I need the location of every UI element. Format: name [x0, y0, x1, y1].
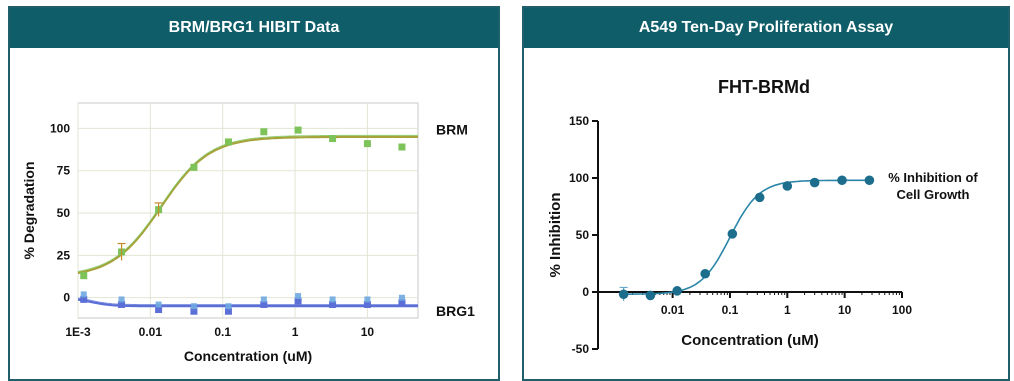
degradation-x-tick-label: 0.1	[214, 325, 231, 339]
degradation-point-replicate	[155, 301, 162, 308]
degradation-y-tick-label: 0	[63, 291, 70, 305]
proliferation-x-axis-label: Concentration (uM)	[681, 332, 818, 349]
degradation-y-tick-label: 75	[57, 164, 71, 178]
proliferation-point	[864, 175, 875, 186]
proliferation-series-label-line: % Inhibition of	[888, 170, 978, 185]
degradation-point-1	[294, 297, 302, 305]
degradation-x-tick-label: 0.01	[139, 325, 163, 339]
degradation-point-replicate	[260, 296, 267, 303]
degradation-point-0	[363, 140, 371, 148]
degradation-fit-curve-1	[77, 298, 418, 308]
degradation-fit-curve-0-overlay	[77, 134, 418, 272]
degradation-x-tick-label: 1	[292, 325, 299, 339]
proliferation-point	[809, 177, 820, 188]
degradation-point-replicate	[80, 291, 87, 298]
proliferation-chart-title: FHT-BRMd	[718, 77, 810, 97]
proliferation-y-tick-label: 100	[569, 171, 589, 185]
proliferation-point	[754, 192, 765, 203]
proliferation-chart: FHT-BRMd -50 0 50 100 150 0.01 0.1 1 10 100 Concent…	[547, 77, 978, 356]
degradation-point-1	[118, 300, 126, 308]
proliferation-y-tick-label: 50	[576, 228, 590, 242]
degradation-point-0	[190, 163, 198, 171]
proliferation-point	[672, 286, 682, 296]
proliferation-x-tick-label: 0.1	[722, 303, 739, 317]
proliferation-panel-header: A549 Ten-Day Proliferation Assay	[524, 8, 1008, 48]
degradation-point-1	[398, 299, 406, 307]
degradation-point-0	[294, 126, 302, 134]
degradation-point-1	[155, 306, 163, 314]
degradation-y-tick-label: 50	[57, 206, 71, 220]
degradation-fit-curve-0	[77, 135, 418, 275]
degradation-y-tick-label: 100	[50, 121, 70, 135]
degradation-chart: 0 25 50 75 100 1E-3 0.01 0.1 1 10 Concentration (u…	[21, 102, 475, 364]
proliferation-point	[727, 229, 738, 239]
proliferation-fit-curve	[619, 179, 870, 295]
degradation-series-label-0: BRM	[436, 121, 468, 137]
degradation-point-0	[260, 128, 268, 136]
degradation-point-replicate	[118, 296, 125, 303]
degradation-x-tick-label: 1E-3	[65, 325, 91, 339]
proliferation-series-label-line: Cell Growth	[897, 187, 970, 202]
degradation-point-replicate	[295, 293, 302, 300]
degradation-y-tick-label: 25	[57, 248, 71, 262]
proliferation-point	[618, 289, 629, 300]
proliferation-panel: A549 Ten-Day Proliferation Assay	[522, 6, 1010, 381]
degradation-point-replicate	[364, 296, 371, 303]
degradation-point-1	[80, 295, 88, 303]
degradation-fit-curve-1-overlay	[77, 297, 418, 306]
degradation-point-1	[224, 307, 232, 315]
degradation-point-0	[224, 138, 232, 146]
proliferation-y-tick-label: -50	[572, 342, 590, 356]
proliferation-y-tick-label: 0	[582, 285, 589, 299]
degradation-point-0	[398, 143, 406, 151]
degradation-point-replicate	[398, 294, 405, 301]
degradation-point-1	[260, 300, 268, 308]
degradation-panel-header: BRM/BRG1 HIBIT Data	[10, 8, 498, 48]
degradation-x-axis-label: Concentration (uM)	[184, 348, 312, 364]
proliferation-y-tick-label: 150	[569, 114, 589, 128]
proliferation-x-tick-label: 0.01	[661, 303, 685, 317]
degradation-point-0	[80, 272, 88, 280]
degradation-series-label-1: BRG1	[436, 303, 475, 319]
degradation-point-0	[329, 135, 337, 143]
proliferation-point	[782, 181, 793, 191]
degradation-point-1	[329, 300, 337, 308]
proliferation-x-tick-label: 100	[892, 303, 912, 317]
proliferation-point	[700, 268, 710, 279]
proliferation-point	[645, 290, 656, 301]
degradation-y-axis-label: % Degradation	[21, 161, 37, 259]
degradation-point-1	[363, 300, 371, 308]
proliferation-x-tick-label: 10	[838, 303, 852, 317]
degradation-point-replicate	[329, 296, 336, 303]
proliferation-y-axis-label: % Inhibition	[547, 193, 564, 278]
degradation-x-tick-label: 10	[361, 325, 375, 339]
proliferation-point	[837, 175, 847, 186]
degradation-point-1	[190, 307, 198, 315]
degradation-point-replicate	[190, 303, 197, 310]
proliferation-x-tick-label: 1	[784, 303, 791, 317]
degradation-point-replicate	[225, 303, 232, 310]
